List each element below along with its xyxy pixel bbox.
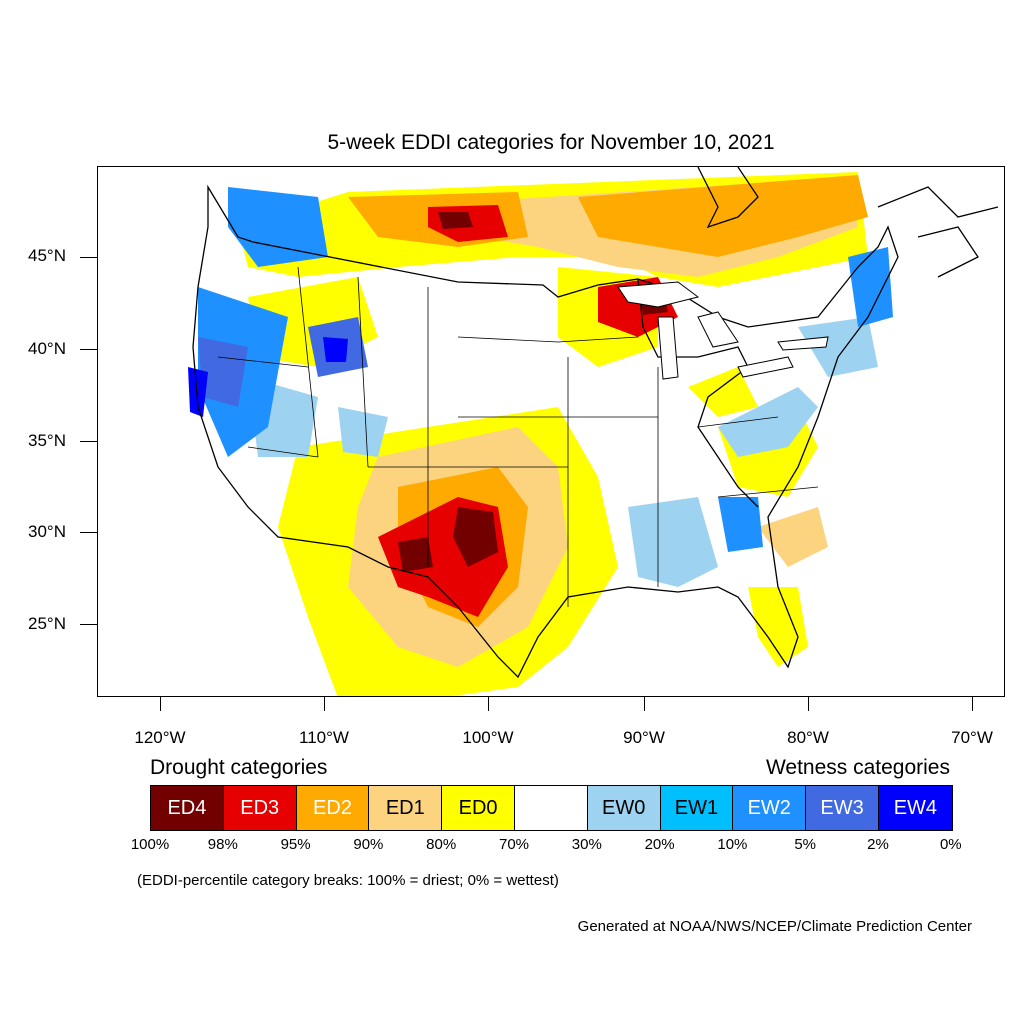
ew0-regions — [248, 317, 878, 587]
legend-break-label: 0% — [939, 836, 962, 853]
legend-swatch-ed3: ED3 — [223, 786, 297, 830]
legend-break-label: 30% — [571, 836, 602, 853]
drought-heading: Drought categories — [150, 756, 328, 779]
legend-break-label: 2% — [867, 836, 889, 853]
lon-label-120: 120°W — [134, 728, 186, 747]
ew4-regions — [188, 337, 348, 417]
lat-label-40: 40°N — [28, 339, 66, 358]
legend-break-label: 80% — [426, 836, 457, 853]
lon-tick — [488, 697, 489, 711]
lat-label-30: 30°N — [28, 522, 66, 541]
lon-tick — [808, 697, 809, 711]
credit-line: Generated at NOAA/NWS/NCEP/Climate Predi… — [577, 918, 972, 935]
legend-break-label: 5% — [794, 836, 817, 853]
lon-tick — [160, 697, 161, 711]
legend-break-label: 70% — [498, 836, 530, 853]
lat-label-25: 25°N — [28, 614, 66, 633]
legend-break-label: 20% — [644, 836, 675, 853]
lon-label-110: 110°W — [299, 728, 349, 747]
lon-label-90: 90°W — [623, 728, 665, 747]
lat-tick — [80, 257, 97, 258]
state-borders — [217, 266, 819, 607]
canada-coastline — [697, 167, 999, 278]
eddi-map — [97, 166, 1005, 697]
lon-label-80: 80°W — [787, 728, 829, 747]
legend-swatch-ew1: EW1 — [660, 786, 734, 830]
legend-swatch-ed4: ED4 — [151, 786, 224, 830]
lon-tick — [644, 697, 645, 711]
legend-swatch-ew2: EW2 — [733, 786, 807, 830]
wetness-heading: Wetness categories — [765, 756, 950, 779]
legend-swatch-ed2: ED2 — [296, 786, 370, 830]
great-lakes — [617, 281, 829, 380]
legend-break-label: 100% — [130, 836, 170, 853]
lat-label-45: 45°N — [28, 246, 66, 265]
legend-break-label: 10% — [717, 836, 748, 853]
legend-colorbar: ED4 ED3 ED2 ED1 ED0 EW0 EW1 EW2 EW3 EW4 — [150, 785, 953, 831]
legend-swatch-ed0: ED0 — [442, 786, 515, 830]
lat-tick — [80, 624, 97, 625]
lat-tick — [80, 532, 97, 533]
legend-swatch-ew3: EW3 — [806, 786, 879, 830]
legend-swatch-ew4: EW4 — [878, 786, 952, 830]
lon-tick — [972, 697, 973, 711]
map-title: 5-week EDDI categories for November 10, … — [327, 131, 775, 154]
category-note: (EDDI-percentile category breaks: 100% =… — [137, 872, 559, 889]
legend-swatch-ed1: ED1 — [369, 786, 443, 830]
legend-break-label: 90% — [353, 836, 384, 853]
legend-swatch-neutral — [514, 786, 588, 830]
lat-tick — [80, 441, 97, 442]
legend-break-label: 98% — [207, 836, 238, 853]
legend-swatch-ew0: EW0 — [587, 786, 661, 830]
lon-label-70: 70°W — [951, 728, 993, 747]
legend-break-label: 95% — [280, 836, 311, 853]
lon-tick — [324, 697, 325, 711]
lat-label-35: 35°N — [28, 431, 66, 450]
lat-tick — [80, 349, 97, 350]
lon-label-100: 100°W — [462, 728, 514, 747]
